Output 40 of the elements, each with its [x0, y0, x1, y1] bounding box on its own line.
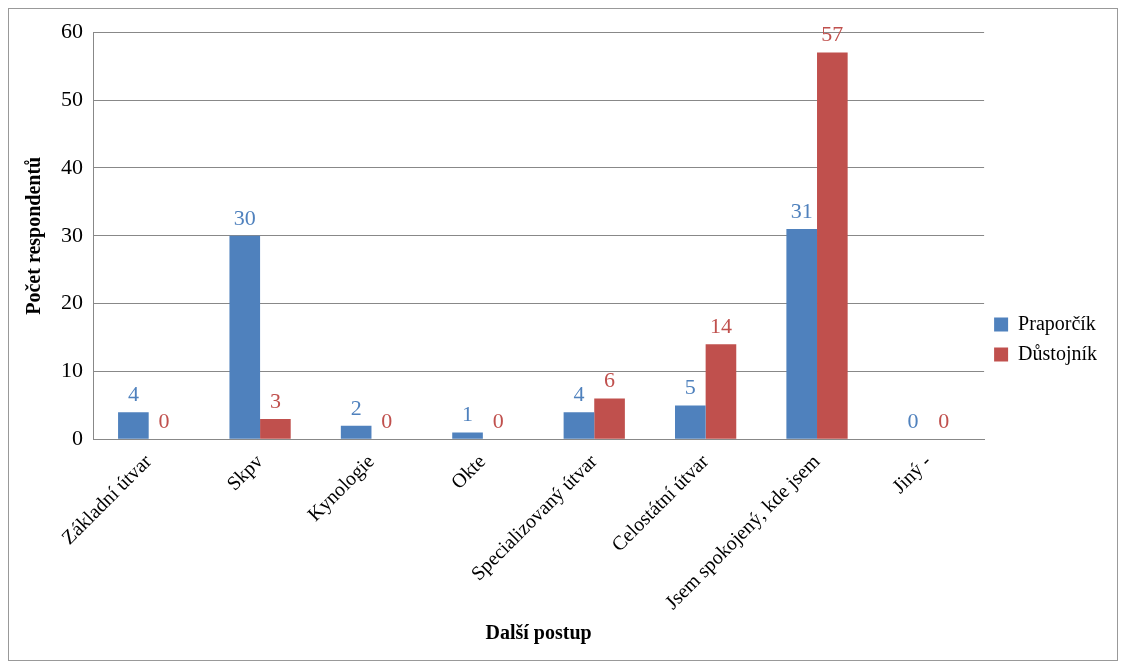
y-tick-label: 60	[61, 17, 83, 43]
legend-label: Praporčík	[1018, 311, 1096, 335]
bar	[260, 418, 291, 439]
bar	[817, 52, 848, 439]
legend-label: Důstojník	[1018, 341, 1098, 365]
x-tick-label: Okte	[446, 449, 490, 493]
data-label: 0	[492, 408, 504, 434]
data-label: 3	[269, 387, 281, 413]
x-axis-title: Další postup	[485, 621, 592, 645]
data-label: 0	[381, 408, 393, 434]
bar	[229, 235, 261, 439]
data-label: 2	[350, 394, 362, 420]
data-label: 0	[938, 408, 950, 434]
data-label: 4	[573, 380, 585, 406]
data-label: 14	[709, 313, 732, 339]
bar	[452, 432, 483, 439]
data-label: 0	[907, 408, 919, 434]
bar	[118, 412, 149, 439]
data-label: 4	[127, 380, 139, 406]
x-tick-label: Jiný -	[887, 449, 936, 498]
y-tick-label: 30	[61, 221, 83, 247]
bar	[675, 405, 706, 439]
bar	[705, 344, 737, 439]
x-tick-label: Skpv	[221, 449, 268, 496]
bar	[340, 425, 372, 439]
data-label: 31	[790, 197, 813, 223]
y-tick-label: 20	[61, 289, 83, 315]
y-tick-label: 0	[72, 425, 83, 451]
y-tick-label: 40	[61, 153, 83, 179]
y-axis-title: Počet respondentů	[22, 156, 46, 315]
bar	[594, 398, 625, 439]
y-tick-label: 10	[61, 357, 83, 383]
data-label: 0	[158, 408, 170, 434]
data-label: 1	[462, 401, 474, 427]
data-label: 5	[684, 374, 696, 400]
bar	[563, 412, 595, 439]
y-tick-label: 50	[61, 85, 83, 111]
data-label: 30	[233, 204, 256, 230]
bar	[786, 228, 818, 439]
data-label: 6	[604, 367, 616, 393]
